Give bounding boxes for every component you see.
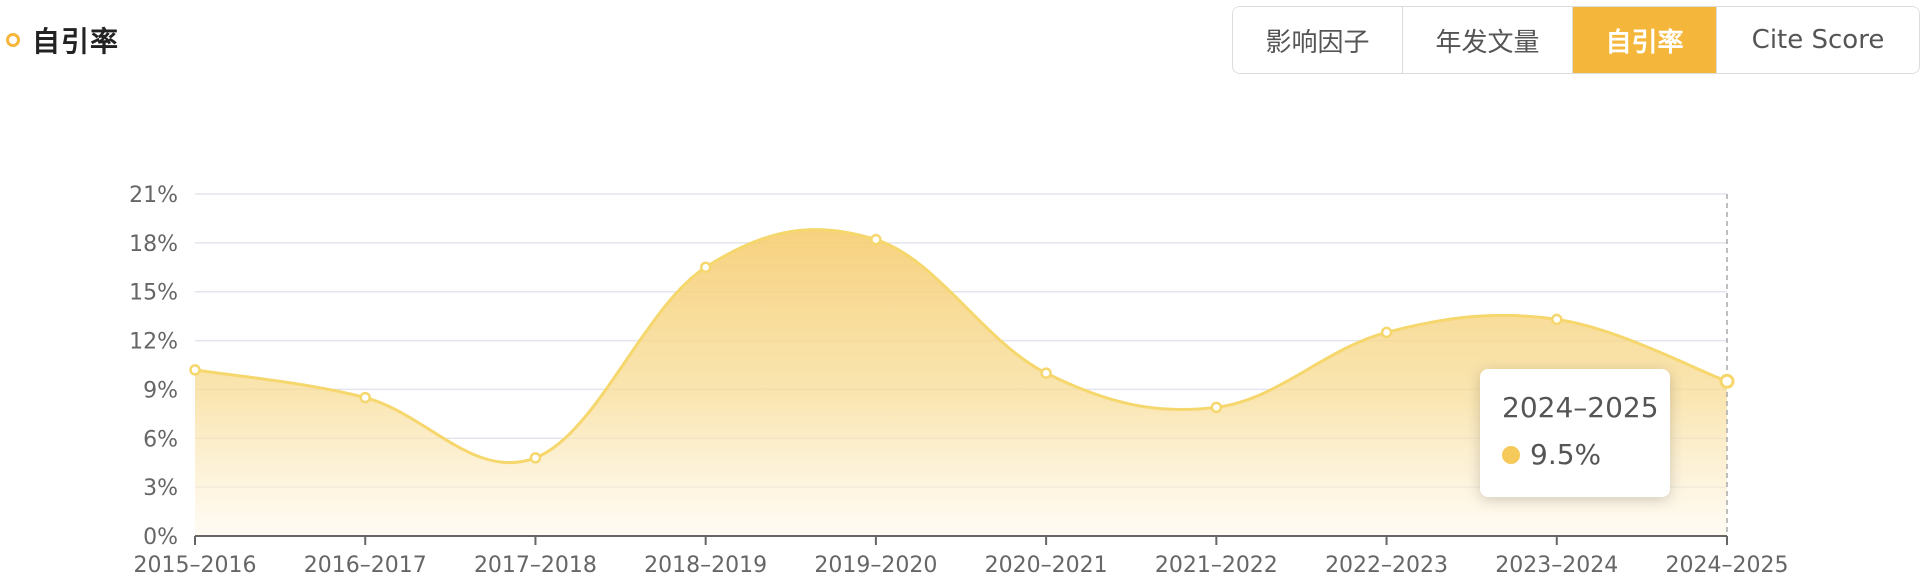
data-point[interactable] (1380, 326, 1393, 339)
data-point[interactable] (699, 261, 712, 274)
y-tick-label: 3% (143, 476, 178, 501)
x-tick-label: 2019–2020 (814, 553, 937, 578)
x-tick-label: 2022–2023 (1325, 553, 1448, 578)
x-tick-label: 2024–2025 (1666, 553, 1789, 578)
tooltip-row: 9.5% (1502, 438, 1670, 471)
tab-self-citation-rate[interactable]: 自引率 (1573, 7, 1717, 73)
x-axis-ticks: 2015–2016 2016–2017 2017–2018 2018–2019 2019… (134, 536, 1789, 578)
y-tick-label: 12% (129, 330, 178, 355)
y-axis-ticks: 0% 3% 6% 9% 12% 15% 18% 21% (129, 183, 178, 550)
y-tick-label: 9% (143, 378, 178, 403)
y-tick-label: 6% (143, 427, 178, 452)
data-points (189, 233, 1735, 464)
tab-annual-publications[interactable]: 年发文量 (1403, 7, 1573, 73)
x-tick-label: 2018–2019 (644, 553, 767, 578)
data-point[interactable] (1210, 401, 1223, 414)
x-tick-label: 2015–2016 (134, 553, 257, 578)
y-tick-label: 15% (129, 281, 178, 306)
data-point[interactable] (1551, 313, 1563, 326)
data-point[interactable] (529, 452, 542, 464)
data-point[interactable] (870, 233, 882, 246)
x-tick-label: 2016–2017 (304, 553, 427, 578)
x-tick-label: 2023–2024 (1495, 553, 1618, 578)
tab-cite-score[interactable]: Cite Score (1717, 7, 1919, 73)
x-tick-label: 2020–2021 (985, 553, 1108, 578)
y-tick-label: 0% (143, 525, 178, 550)
y-tick-label: 21% (129, 183, 178, 208)
series-line (194, 228, 1728, 465)
data-point[interactable] (359, 391, 371, 404)
data-point[interactable] (189, 364, 201, 376)
data-point[interactable] (1719, 373, 1735, 389)
section-header: 自引率 (6, 20, 119, 60)
data-point[interactable] (1040, 367, 1052, 379)
area-fill (195, 229, 1727, 536)
series-color-dot-icon (1502, 445, 1520, 464)
tab-impact-factor[interactable]: 影响因子 (1233, 7, 1403, 73)
bullet-dot-icon (6, 33, 20, 47)
x-tick-label: 2021–2022 (1155, 553, 1278, 578)
y-tick-label: 18% (129, 232, 178, 257)
chart-tooltip: 2024–2025 9.5% (1480, 369, 1670, 497)
tooltip-value: 9.5% (1530, 438, 1602, 471)
tooltip-title: 2024–2025 (1502, 391, 1659, 424)
metric-tabs: 影响因子 年发文量 自引率 Cite Score (1232, 6, 1920, 74)
x-tick-label: 2017–2018 (474, 553, 597, 578)
section-title: 自引率 (32, 25, 120, 58)
